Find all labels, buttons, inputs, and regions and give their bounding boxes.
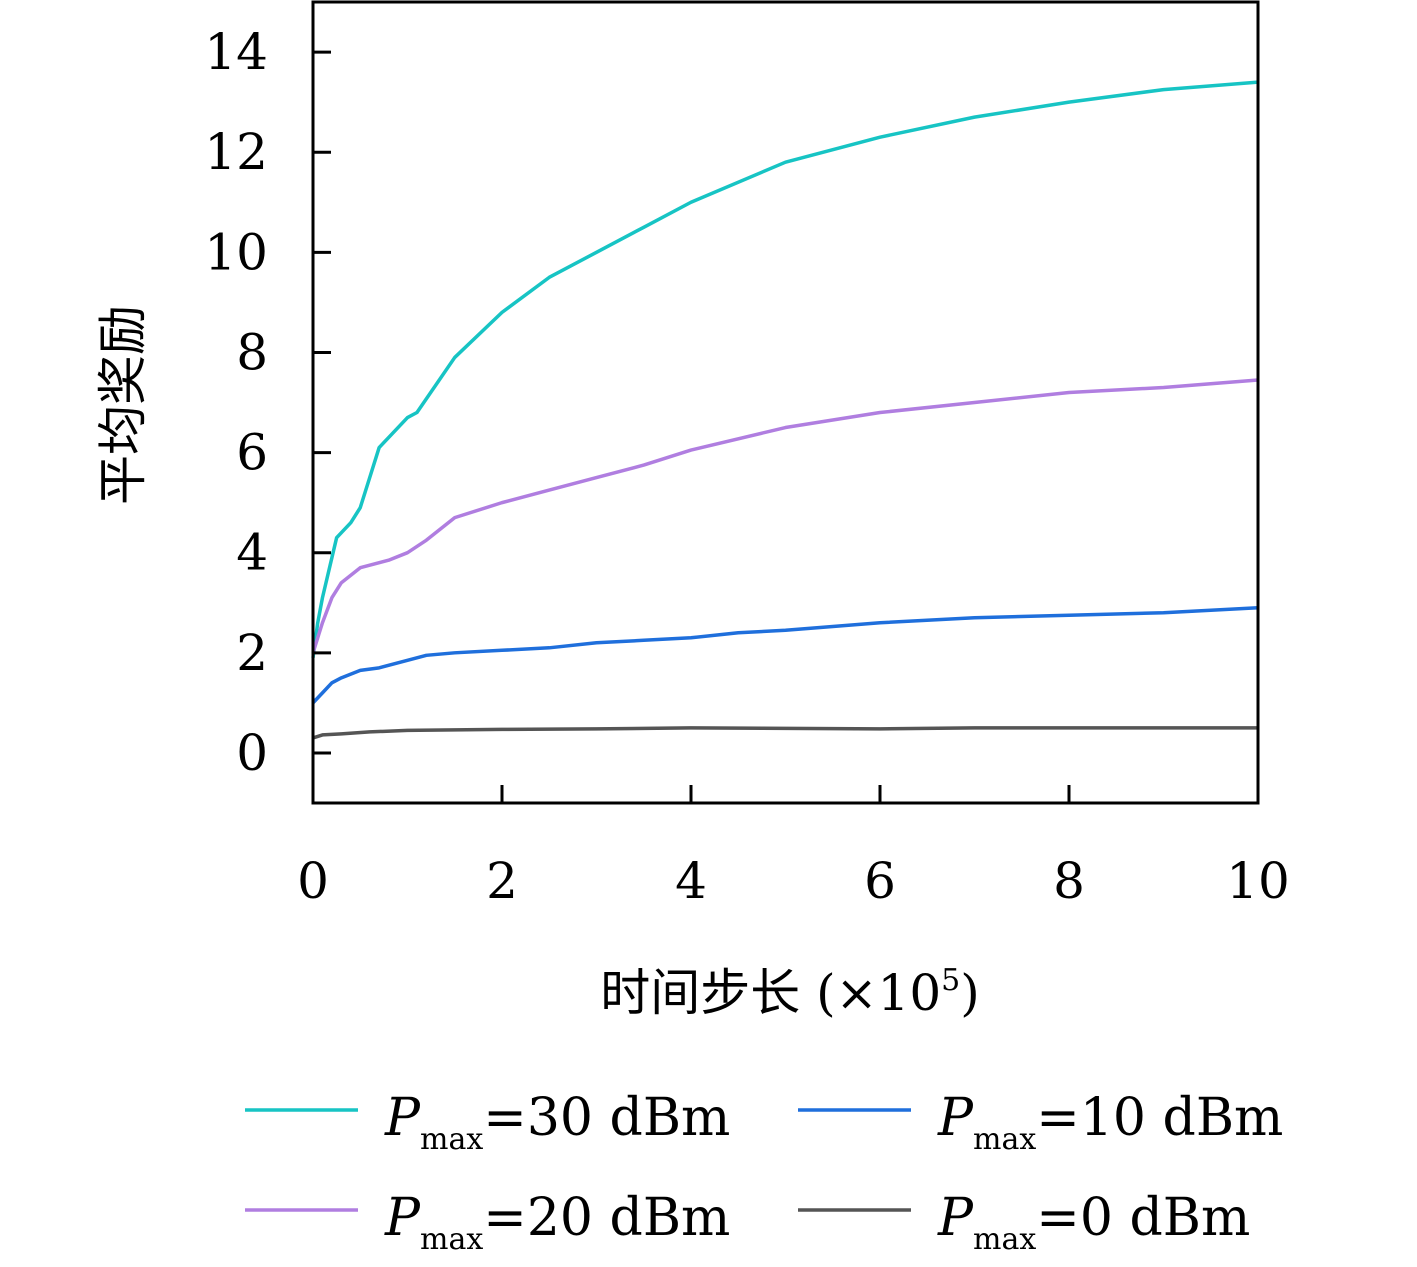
x-axis-label-main: 时间步长 (×10 [600, 964, 941, 1022]
legend-subscript: max [420, 1222, 483, 1257]
legend-subscript: max [973, 1222, 1036, 1257]
x-tick-label: 6 [864, 852, 896, 910]
x-tick-label: 10 [1226, 852, 1290, 910]
legend-symbol: P [937, 1188, 974, 1248]
legend-value: =0 dBm [1036, 1188, 1250, 1248]
y-tick-label: 4 [236, 524, 268, 582]
x-tick-label: 4 [675, 852, 707, 910]
legend-symbol: P [384, 1088, 421, 1148]
legend-subscript: max [420, 1122, 483, 1157]
x-axis-label: 时间步长 (×105) [600, 963, 980, 1022]
x-tick-label: 0 [297, 852, 329, 910]
legend-value: =20 dBm [483, 1188, 730, 1248]
legend-subscript: max [973, 1122, 1036, 1157]
series-line-20dbm [311, 378, 1259, 654]
legend-value: =10 dBm [1036, 1088, 1283, 1148]
plot-frame [311, 0, 1260, 805]
x-tick-label: 8 [1053, 852, 1085, 910]
legend-symbol: P [384, 1188, 421, 1248]
legend-item: Pmax=20 dBm [245, 1188, 730, 1257]
legend-item: Pmax=30 dBm [245, 1088, 730, 1157]
series-line-0dbm [312, 726, 1258, 740]
y-tick-label: 2 [236, 624, 268, 682]
legend-label: Pmax=0 dBm [937, 1188, 1250, 1257]
y-tick-label: 14 [204, 23, 268, 81]
legend-label: Pmax=30 dBm [384, 1088, 730, 1157]
y-tick-label: 10 [204, 223, 268, 281]
legend-label: Pmax=10 dBm [937, 1088, 1283, 1157]
legend-label: Pmax=20 dBm [384, 1188, 730, 1257]
legend-symbol: P [937, 1088, 974, 1148]
series-line-10dbm [311, 606, 1259, 705]
legend-item: Pmax=0 dBm [798, 1188, 1250, 1257]
y-tick-label: 8 [236, 323, 268, 381]
x-axis-label-exponent: 5 [941, 963, 960, 998]
y-tick-label: 12 [204, 123, 268, 181]
legend-item: Pmax=10 dBm [798, 1088, 1283, 1157]
ticks-layer: 0 2 4 6 8 10 12 14 0 2 4 6 8 10 [204, 23, 1289, 910]
y-axis-label: 平均奖励 [94, 305, 152, 505]
x-tick-label: 2 [486, 852, 518, 910]
y-tick-label: 0 [236, 724, 268, 782]
series-layer [311, 80, 1259, 740]
series-line-30dbm [311, 80, 1259, 659]
x-axis-label-end: ) [960, 964, 980, 1022]
legend-value: =30 dBm [483, 1088, 730, 1148]
y-tick-label: 6 [236, 424, 268, 482]
